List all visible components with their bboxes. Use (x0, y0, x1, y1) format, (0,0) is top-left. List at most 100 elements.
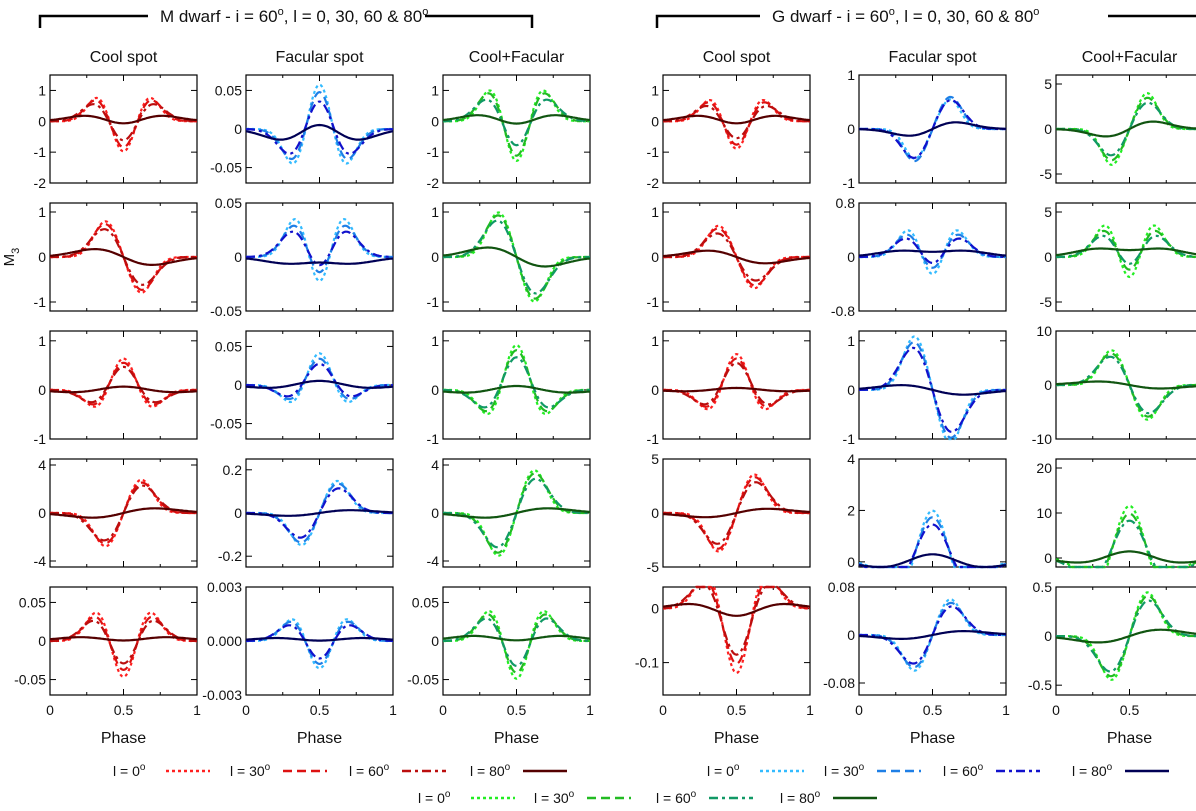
series-line-0 (663, 585, 810, 675)
y-tick-label: 0 (38, 249, 46, 265)
y-tick-label: 0 (38, 633, 46, 649)
panel-frame (49, 74, 198, 184)
panel-r3-c1: -0.2 0 0.2 (218, 458, 394, 568)
series-line-3 (49, 507, 198, 519)
series-line-3 (858, 630, 1007, 640)
series-line-3 (858, 553, 1007, 569)
x-tick-label: 0.5 (923, 702, 943, 718)
legend-label: l = 60o (943, 762, 984, 779)
y-tick-label: -2 (647, 175, 660, 191)
legend-label: l = 60o (349, 762, 390, 779)
series-line-2 (662, 585, 811, 656)
y-tick-label: 0 (1044, 550, 1052, 566)
series-line-2 (442, 356, 591, 409)
series-line-3 (1055, 380, 1196, 390)
y-tick-label: 0 (234, 505, 242, 521)
y-tick-label: 0 (431, 633, 439, 649)
y-tick-label: -1 (34, 431, 47, 447)
panel-r2-c5: -10 0 10 (1032, 323, 1196, 447)
y-tick-label: 0.08 (828, 579, 855, 595)
y-tick-label: -1 (34, 294, 47, 310)
series-line-3 (49, 114, 198, 125)
series-line-0 (663, 352, 810, 411)
y-tick-label: 0 (38, 113, 46, 129)
series-line-2 (662, 361, 811, 406)
y-tick-label: 0 (234, 121, 242, 137)
x-tick-label: 1 (806, 702, 814, 718)
panel-r1-c3: -1 0 1 (647, 202, 811, 312)
panel-r1-c2: -1 0 1 (427, 202, 591, 312)
series-line-0 (443, 89, 590, 163)
x-tick-label: 0.5 (727, 702, 747, 718)
y-tick-label: 0.000 (207, 633, 242, 649)
series-line-2 (442, 98, 591, 147)
panel-r0-c4: -1 0 1 (843, 67, 1007, 191)
x-tick-label: 1 (1002, 702, 1010, 718)
panel-r2-c4: -1 0 1 (843, 330, 1007, 447)
legend-label: l = 30o (230, 762, 271, 779)
y-tick-label: -5 (647, 559, 660, 575)
x-axis-title: Phase (1107, 730, 1152, 747)
y-tick-label: 0.003 (207, 579, 242, 595)
y-tick-label: -0.003 (202, 687, 242, 703)
series-line-1 (50, 615, 197, 672)
y-tick-label: -0.05 (14, 672, 46, 688)
panel-r0-c5: -5 0 5 (1040, 74, 1196, 184)
y-tick-label: 0 (1044, 377, 1052, 393)
x-tick-label: 0 (855, 702, 863, 718)
series-line-1 (662, 357, 811, 408)
y-tick-label: 4 (847, 451, 855, 467)
x-tick-label: 0 (659, 702, 667, 718)
legend-label: l = 60o (656, 789, 697, 806)
series-line-1 (49, 361, 198, 406)
y-tick-label: -2 (427, 175, 440, 191)
series-line-0 (1056, 224, 1196, 279)
panel-r3-c2: -4 0 4 (427, 457, 591, 569)
series-line-3 (442, 507, 591, 519)
series-line-1 (246, 620, 393, 666)
series-line-2 (50, 619, 197, 665)
y-tick-label: 0.5 (1033, 579, 1053, 595)
y-axis-title: M3 (1, 248, 22, 267)
series-line-3 (1055, 120, 1196, 138)
y-tick-label: -0.05 (210, 416, 242, 432)
panel-r4-c4: -0.08 0 0.08 (823, 579, 1007, 696)
series-line-3 (245, 379, 394, 389)
y-tick-label: 1 (431, 333, 439, 349)
legend-label: l = 0o (418, 789, 451, 806)
series-line-2 (246, 230, 393, 267)
y-tick-label: 0 (847, 249, 855, 265)
series-line-3 (49, 248, 198, 266)
legend-label: l = 30o (824, 762, 865, 779)
column-title-2: Cool+Facular (469, 49, 565, 66)
y-tick-label: 0.2 (223, 462, 243, 478)
series-line-0 (443, 469, 590, 557)
panel-frame (662, 74, 811, 184)
series-line-0 (443, 343, 590, 416)
x-tick-label: 0.5 (310, 702, 330, 718)
y-tick-label: 0.8 (836, 195, 856, 211)
series-line-2 (442, 617, 591, 668)
series-line-3 (1055, 247, 1196, 257)
y-tick-label: -4 (427, 553, 440, 569)
series-line-2 (245, 100, 394, 155)
panel-frame (858, 202, 1007, 312)
panel-r1-c1: -0.05 0 0.05 (210, 195, 394, 319)
legend-item-7: l = 80o (1072, 762, 1169, 779)
y-tick-label: 0 (651, 113, 659, 129)
panel-r2-c1: -0.05 0 0.05 (210, 330, 394, 440)
series-line-2 (50, 103, 197, 142)
panel-frame (245, 330, 394, 440)
series-line-2 (1056, 234, 1196, 265)
y-tick-label: 0 (1044, 249, 1052, 265)
panel-r3-c0: -4 0 4 (34, 457, 198, 569)
y-tick-label: 1 (847, 67, 855, 83)
y-tick-label: -1 (843, 175, 856, 191)
panel-frame (245, 202, 394, 312)
group-header-g-dwarf: G dwarf - i = 60o, l = 0, 30, 60 & 80o (655, 6, 1196, 28)
legend-label: l = 0o (113, 762, 146, 779)
x-tick-label: 1 (193, 702, 201, 718)
panel-frame (49, 330, 198, 440)
series-line-2 (663, 104, 810, 140)
y-tick-label: 0 (431, 249, 439, 265)
